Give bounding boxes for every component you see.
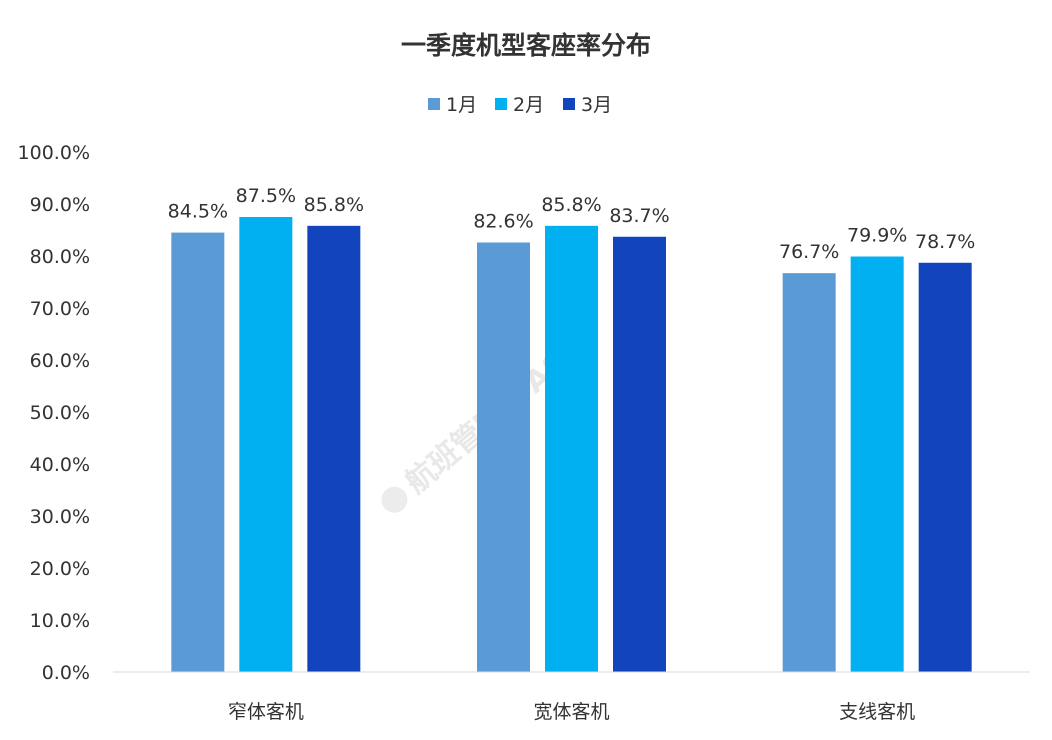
- legend-swatch: [563, 98, 575, 110]
- data-label: 82.6%: [473, 210, 533, 232]
- bar: [918, 262, 972, 672]
- x-tick-label: 支线客机: [839, 701, 915, 723]
- legend-label: 2月: [513, 94, 544, 116]
- data-label: 79.9%: [847, 225, 907, 247]
- legend-label: 3月: [581, 94, 612, 116]
- chart-title: 一季度机型客座率分布: [401, 31, 651, 60]
- y-tick-label: 80.0%: [30, 246, 90, 268]
- x-tick-label: 宽体客机: [533, 701, 609, 723]
- bar: [545, 225, 598, 672]
- x-tick-label: 窄体客机: [228, 701, 304, 723]
- data-label: 76.7%: [779, 241, 839, 263]
- data-label: 78.7%: [915, 231, 975, 253]
- legend: 1月 2月 3月: [428, 94, 612, 116]
- x-axis: 窄体客机 宽体客机 支线客机: [228, 701, 915, 723]
- data-label: 84.5%: [168, 201, 228, 223]
- bar: [613, 236, 666, 672]
- watermark-logo-icon: [381, 486, 408, 513]
- data-label: 85.8%: [304, 194, 364, 216]
- legend-swatch: [428, 98, 440, 110]
- y-tick-label: 90.0%: [30, 194, 90, 216]
- plot-area: 84.5% 87.5% 85.8% 82.6% 85.8% 83.7% 76.7% 79.9%…: [168, 185, 975, 673]
- legend-label: 1月: [446, 94, 477, 116]
- y-tick-label: 0.0%: [42, 662, 90, 684]
- y-axis: 0.0% 10.0% 20.0% 30.0% 40.0% 50.0% 60.0% 70.0% 8…: [18, 142, 90, 684]
- y-tick-label: 50.0%: [30, 402, 90, 424]
- y-tick-label: 70.0%: [30, 298, 90, 320]
- data-label: 87.5%: [236, 185, 296, 207]
- data-label: 83.7%: [609, 205, 669, 227]
- bar: [171, 232, 225, 672]
- bar: [307, 225, 361, 672]
- y-tick-label: 40.0%: [30, 454, 90, 476]
- bar: [477, 242, 530, 673]
- y-tick-label: 30.0%: [30, 506, 90, 528]
- data-label: 85.8%: [541, 194, 601, 216]
- y-tick-label: 100.0%: [18, 142, 90, 164]
- bar: [850, 256, 904, 672]
- legend-swatch: [495, 98, 507, 110]
- y-tick-label: 10.0%: [30, 610, 90, 632]
- y-tick-label: 60.0%: [30, 350, 90, 372]
- bar: [782, 273, 836, 672]
- y-tick-label: 20.0%: [30, 558, 90, 580]
- bar: [239, 217, 293, 672]
